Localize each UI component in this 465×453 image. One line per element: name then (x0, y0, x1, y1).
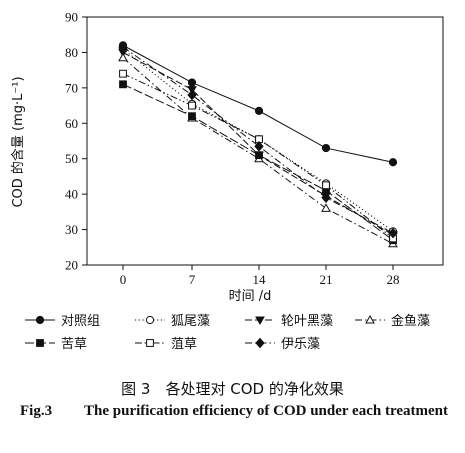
legend-marker (35, 315, 45, 325)
data-point (119, 69, 127, 78)
legend-marker (145, 315, 155, 325)
legend-marker (255, 337, 265, 349)
legend-item: 伊乐藻 (245, 337, 320, 352)
legend-label: 轮叶黑藻 (281, 314, 333, 329)
data-point (119, 80, 127, 89)
chart-axes: 20 30 40 50 60 70 80 90 0 7 14 21 28 (65, 10, 444, 287)
data-point (118, 41, 128, 53)
data-point (388, 227, 398, 239)
series-layer (118, 41, 398, 248)
plot-frame (86, 16, 444, 266)
series-line (122, 83, 394, 241)
legend-label: 伊乐藻 (281, 337, 320, 352)
data-point (187, 78, 197, 87)
legend-label: 对照组 (61, 314, 100, 329)
data-point (254, 141, 264, 152)
data-point (118, 52, 128, 62)
legend-marker (255, 316, 265, 326)
legend-marker (36, 339, 44, 347)
y-tick-label: 80 (65, 45, 78, 60)
data-point (322, 181, 330, 190)
data-point (187, 89, 197, 101)
x-tick-label: 7 (189, 272, 196, 287)
x-tick-label: 21 (320, 272, 333, 287)
series-7 (118, 41, 398, 239)
y-axis-title: COD 的含量 (mg·L⁻¹) (10, 76, 26, 207)
x-tick-label: 0 (120, 272, 127, 287)
legend-item: 狐尾藻 (135, 314, 210, 329)
legend-marker (146, 339, 154, 347)
legend-item: 金鱼藻 (355, 313, 430, 329)
x-tick-label: 14 (253, 272, 267, 287)
x-tick-label: 28 (387, 272, 400, 287)
y-tick-label: 40 (65, 187, 78, 202)
legend-item: 对照组 (25, 314, 100, 329)
y-tick-label: 90 (65, 10, 78, 25)
legend-label: 狐尾藻 (171, 314, 210, 329)
data-point (321, 203, 331, 212)
figure-label: Fig.3 (20, 403, 53, 419)
legend-marker (365, 314, 375, 324)
series-1 (118, 41, 398, 167)
series-6 (119, 69, 397, 243)
legend-item: 轮叶黑藻 (245, 314, 333, 329)
figure-caption-en-text: The purification efficiency of COD under… (84, 403, 448, 419)
legend-item: 苦草 (25, 336, 87, 352)
y-tick-label: 70 (65, 80, 78, 95)
series-5 (119, 80, 397, 245)
figure-caption-zh: 图 3 各处理对 COD 的净化效果 (121, 380, 344, 398)
x-axis-title: 时间 /d (229, 289, 272, 304)
legend-label: 苦草 (61, 336, 87, 352)
series-line (122, 57, 394, 245)
data-point (388, 158, 398, 167)
y-tick-label: 20 (65, 258, 78, 273)
data-point (321, 192, 331, 203)
figure-caption-en: Fig.3 The purification efficiency of COD … (20, 402, 460, 421)
cod-line-chart: 20 30 40 50 60 70 80 90 0 7 14 21 28 COD 的含量 (mg·L⁻¹… (10, 10, 444, 352)
y-tick-label: 30 (65, 222, 78, 237)
legend-label: 菹草 (171, 337, 197, 352)
series-line (122, 46, 394, 234)
y-tick-label: 60 (65, 116, 78, 131)
data-point (188, 112, 196, 121)
data-point (321, 143, 331, 153)
data-point (255, 151, 263, 160)
data-point (254, 106, 264, 115)
legend-item: 菹草 (135, 337, 197, 352)
y-tick-label: 50 (65, 151, 78, 166)
legend-label: 金鱼藻 (391, 313, 430, 329)
data-point (188, 101, 196, 110)
